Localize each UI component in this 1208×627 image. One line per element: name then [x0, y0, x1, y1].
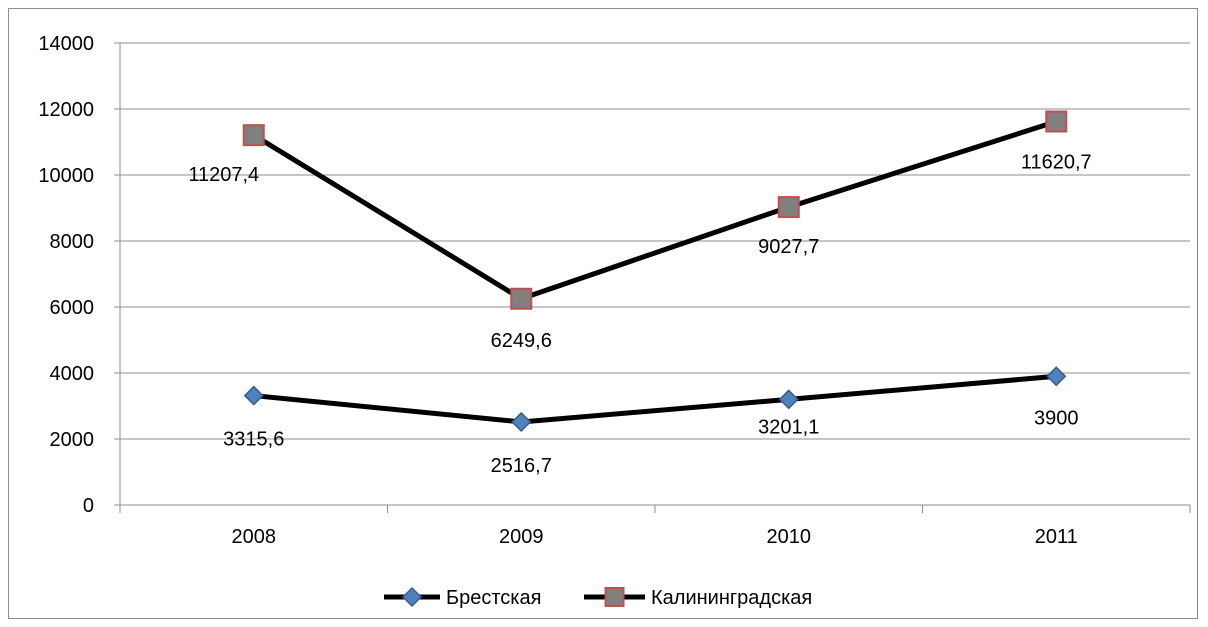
data-point-square [510, 287, 533, 310]
legend-label: Калининградская [651, 587, 812, 609]
x-tick-label: 2011 [1035, 526, 1078, 548]
data-label: 2516,7 [491, 455, 552, 477]
data-label: 3900 [1034, 407, 1079, 429]
data-labels: 3315,6 2516,7 3201,1 3900 11207,4 6249,6 9027,… [188, 152, 1091, 477]
data-point-diamond [778, 389, 799, 410]
data-label: 9027,7 [758, 236, 819, 258]
y-tick-label: 10000 [38, 165, 94, 187]
y-tick-label: 8000 [50, 231, 95, 253]
data-label: 3315,6 [223, 429, 284, 451]
data-point-diamond [511, 411, 532, 433]
data-label: 3201,1 [758, 416, 819, 438]
data-point-square [1045, 110, 1068, 133]
y-tick-label: 14000 [38, 33, 94, 55]
legend: Брестская Калининградская [384, 586, 812, 609]
data-point-diamond [243, 385, 264, 406]
data-label: 11620,7 [1021, 152, 1092, 174]
y-axis-ticks: 0 2000 4000 6000 8000 10000 12000 14000 [38, 33, 120, 517]
y-tick-label: 0 [83, 495, 94, 517]
x-tick-label: 2008 [232, 526, 277, 548]
grid-lines [120, 42, 1190, 440]
chart-frame [8, 8, 1198, 619]
y-tick-label: 12000 [38, 99, 94, 121]
legend-marker-square [604, 587, 625, 607]
y-tick-label: 2000 [50, 429, 95, 451]
series-line-2 [252, 119, 1058, 302]
data-point-diamond [1046, 366, 1067, 387]
legend-label: Брестская [446, 587, 541, 609]
x-tick-label: 2010 [767, 526, 812, 548]
data-label: 6249,6 [491, 330, 552, 352]
y-tick-label: 6000 [50, 297, 95, 319]
x-axis-ticks: 2008 2009 2010 2011 [119, 505, 1191, 548]
legend-marker-diamond [401, 586, 423, 608]
data-point-square [242, 124, 265, 147]
y-tick-label: 4000 [50, 363, 95, 385]
series-layer [242, 110, 1068, 433]
data-label: 11207,4 [188, 164, 259, 186]
series-line-1 [253, 373, 1057, 425]
data-point-square [777, 196, 800, 219]
x-tick-label: 2009 [499, 526, 544, 548]
